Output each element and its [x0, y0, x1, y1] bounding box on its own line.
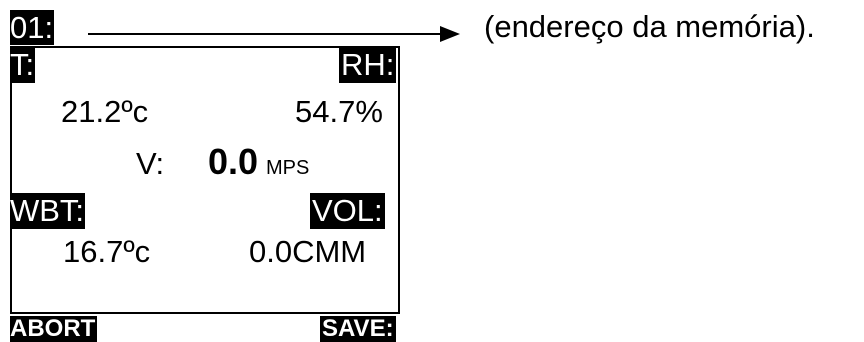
- relative-humidity-value: 54.7%: [295, 94, 383, 129]
- save-softkey[interactable]: SAVE:: [320, 315, 396, 342]
- temperature-value: 21.2ºc: [61, 94, 149, 129]
- velocity-value: 0.0: [208, 141, 259, 182]
- volume-value: 0.0CMM: [249, 234, 367, 269]
- abort-softkey[interactable]: ABORT: [10, 315, 98, 342]
- wet-bulb-temperature-value: 16.7ºc: [63, 234, 151, 269]
- memory-address-label: 01:: [10, 10, 55, 45]
- arrow-right-icon: [88, 26, 460, 42]
- display-screen-frame: [10, 46, 400, 314]
- velocity-unit: MPS: [266, 157, 310, 179]
- volume-label: VOL:: [310, 193, 385, 229]
- wet-bulb-temperature-label: WBT:: [10, 193, 86, 229]
- relative-humidity-label: RH:: [339, 47, 397, 83]
- memory-address-annotation: (endereço da memória).: [484, 9, 815, 44]
- velocity-label: V:: [136, 146, 165, 181]
- temperature-label: T:: [10, 47, 36, 83]
